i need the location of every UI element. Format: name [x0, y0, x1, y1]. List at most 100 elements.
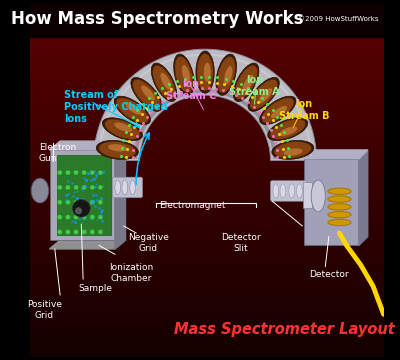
Ellipse shape [131, 77, 162, 111]
Bar [30, 30, 384, 34]
Bar [30, 295, 384, 299]
Text: Ion
Stream C: Ion Stream C [166, 79, 216, 101]
Ellipse shape [99, 141, 136, 158]
Ellipse shape [153, 66, 175, 99]
Bar [30, 246, 384, 251]
Bar [30, 34, 384, 39]
Bar [30, 189, 384, 193]
Bar [30, 78, 384, 83]
Circle shape [82, 200, 87, 205]
Ellipse shape [274, 141, 311, 158]
Circle shape [82, 170, 87, 175]
Bar [30, 48, 384, 52]
Ellipse shape [141, 85, 155, 100]
Bar [30, 96, 384, 100]
Circle shape [82, 215, 87, 220]
Bar [30, 215, 384, 220]
Text: Detector: Detector [309, 270, 349, 279]
Circle shape [90, 200, 95, 205]
Bar [30, 180, 384, 184]
Bar [304, 159, 359, 246]
Bar [30, 229, 384, 233]
Ellipse shape [328, 211, 351, 218]
Circle shape [98, 200, 103, 205]
Bar [30, 3, 384, 37]
Bar [30, 352, 384, 357]
Polygon shape [304, 150, 368, 159]
Text: Mass Spectrometer Layout: Mass Spectrometer Layout [174, 322, 395, 337]
Ellipse shape [280, 184, 286, 198]
Bar [30, 91, 384, 96]
Bar [30, 330, 384, 335]
Circle shape [98, 230, 103, 234]
Ellipse shape [262, 98, 294, 123]
Bar [30, 83, 384, 87]
Text: Stream of
Positively Charged
Ions: Stream of Positively Charged Ions [64, 90, 167, 124]
Ellipse shape [114, 122, 132, 132]
Text: Electron
Gun: Electron Gun [39, 143, 76, 163]
Circle shape [74, 230, 78, 234]
Bar [303, 182, 312, 208]
Ellipse shape [102, 118, 142, 141]
Bar [30, 268, 384, 273]
Bar [30, 202, 384, 207]
Circle shape [98, 185, 103, 190]
Bar [50, 150, 115, 240]
Bar [30, 348, 384, 352]
Ellipse shape [311, 180, 325, 212]
Polygon shape [359, 150, 368, 246]
Text: Sample: Sample [78, 284, 112, 293]
Circle shape [90, 215, 95, 220]
Text: How Mass Spectrometry Works: How Mass Spectrometry Works [11, 10, 304, 28]
Circle shape [57, 170, 62, 175]
Ellipse shape [197, 54, 213, 91]
Ellipse shape [328, 219, 351, 226]
Bar [30, 312, 384, 317]
Ellipse shape [289, 184, 294, 198]
Polygon shape [50, 141, 126, 150]
Ellipse shape [273, 184, 279, 198]
Bar [30, 220, 384, 224]
Bar [30, 122, 384, 127]
Circle shape [57, 200, 62, 205]
Ellipse shape [122, 180, 128, 195]
Circle shape [66, 215, 70, 220]
Ellipse shape [151, 63, 177, 102]
Bar [30, 308, 384, 312]
Circle shape [66, 230, 70, 234]
Circle shape [82, 230, 87, 234]
Bar [30, 260, 384, 264]
Bar [30, 335, 384, 339]
Bar [30, 176, 384, 180]
Bar [30, 25, 384, 30]
Circle shape [98, 170, 103, 175]
Bar [30, 17, 384, 21]
Ellipse shape [133, 80, 160, 109]
Ellipse shape [160, 73, 171, 90]
Bar [30, 52, 384, 56]
Circle shape [74, 215, 78, 220]
Text: Ion
Stream B: Ion Stream B [279, 99, 329, 121]
Bar [30, 211, 384, 215]
Ellipse shape [116, 98, 148, 123]
Bar [30, 65, 384, 69]
Bar [30, 167, 384, 171]
Ellipse shape [248, 77, 279, 111]
Text: Positive
Grid: Positive Grid [27, 300, 62, 320]
Ellipse shape [284, 148, 302, 156]
Bar [30, 3, 384, 8]
Circle shape [57, 185, 62, 190]
Circle shape [72, 199, 90, 217]
Ellipse shape [175, 57, 193, 93]
Bar [30, 131, 384, 136]
Circle shape [90, 230, 95, 234]
Bar [30, 87, 384, 91]
Bar [30, 291, 384, 295]
Bar [30, 12, 384, 17]
Ellipse shape [108, 144, 127, 152]
Circle shape [82, 185, 87, 190]
Bar [30, 136, 384, 140]
Polygon shape [115, 150, 126, 249]
Text: Electromagnet: Electromagnet [160, 201, 226, 210]
Bar [30, 193, 384, 198]
